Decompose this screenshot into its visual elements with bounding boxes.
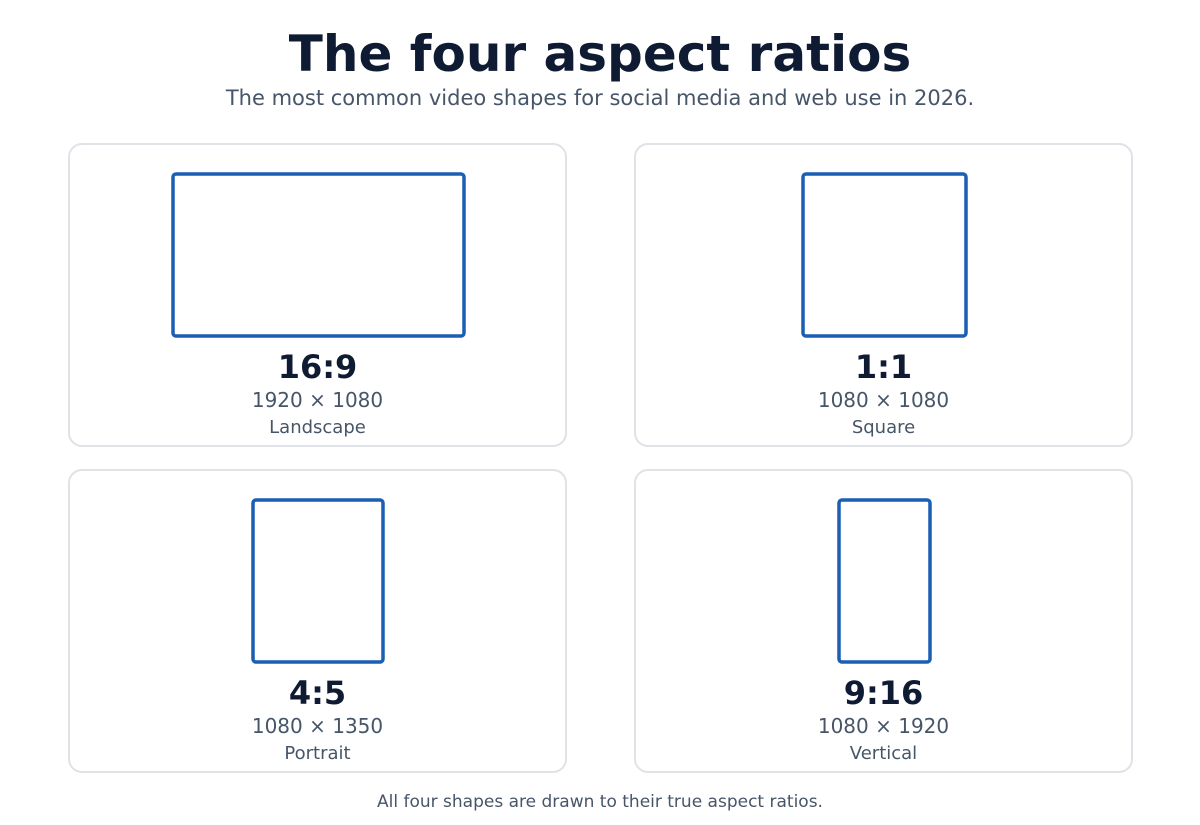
label: Square bbox=[851, 417, 916, 438]
card: 16:9 1920 × 1080 Landscape bbox=[68, 143, 567, 447]
label: Landscape bbox=[269, 417, 366, 438]
portrait-shape bbox=[251, 498, 385, 664]
landscape-shape bbox=[171, 172, 466, 338]
dimensions: 1080 × 1350 bbox=[251, 714, 384, 738]
ratio: 1:1 bbox=[854, 348, 913, 386]
vertical-shape bbox=[837, 498, 932, 664]
label: Vertical bbox=[849, 743, 918, 764]
card: 1:1 1080 × 1080 Square bbox=[634, 143, 1133, 447]
card: 4:5 1080 × 1350 Portrait bbox=[68, 469, 567, 773]
ratio: 16:9 bbox=[277, 348, 358, 386]
ratio: 9:16 bbox=[843, 674, 924, 712]
ratio: 4:5 bbox=[288, 674, 347, 712]
square-shape bbox=[801, 172, 968, 338]
subtitle: The most common video shapes for social … bbox=[225, 86, 975, 110]
title: The four aspect ratios bbox=[288, 25, 912, 83]
shape-frame bbox=[171, 172, 466, 338]
label: Portrait bbox=[284, 743, 351, 764]
shape-frame bbox=[801, 172, 968, 338]
shape-frame bbox=[837, 498, 932, 664]
dimensions: 1080 × 1920 bbox=[817, 714, 950, 738]
dimensions: 1080 × 1080 bbox=[817, 388, 950, 412]
card: 9:16 1080 × 1920 Vertical bbox=[634, 469, 1133, 773]
footer-note: All four shapes are drawn to their true … bbox=[377, 792, 823, 812]
shape-frame bbox=[251, 498, 385, 664]
dimensions: 1920 × 1080 bbox=[251, 388, 384, 412]
